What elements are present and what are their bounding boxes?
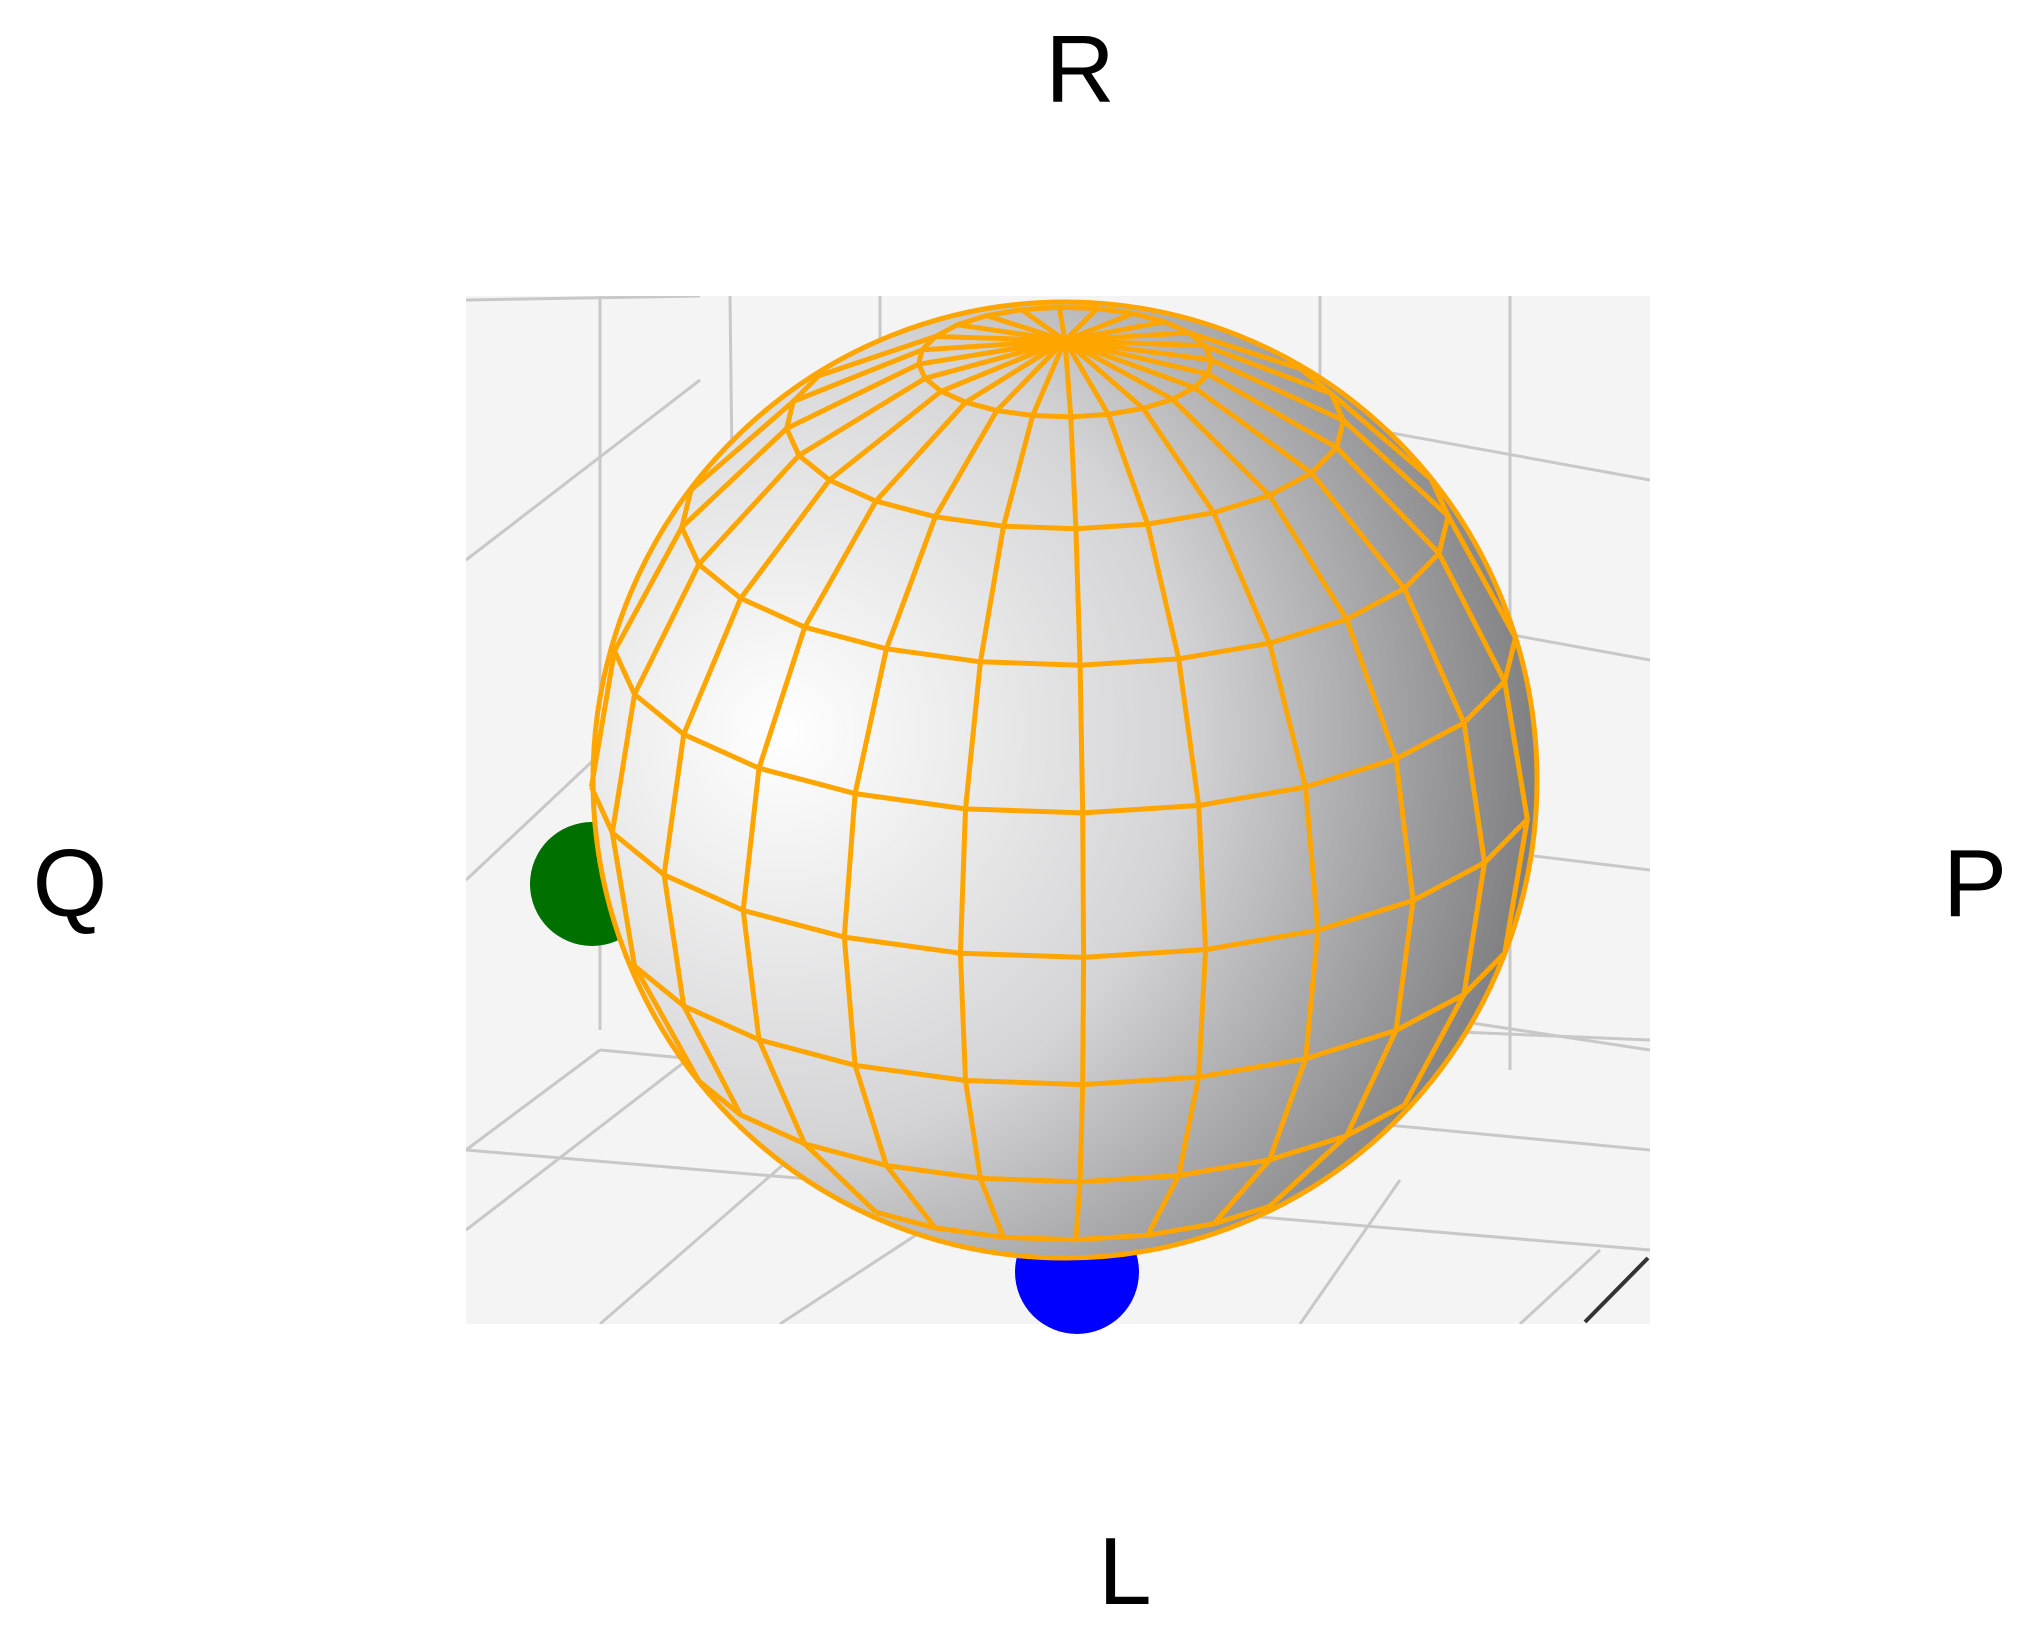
parallel-line [916,304,1214,420]
meridian-line [588,338,1066,788]
label-bottom: L [1098,1518,1152,1625]
meridian-line [1063,306,1100,343]
label-right: P [1942,830,2008,937]
meridian-line [661,338,1066,1117]
meridian-line [1056,306,1068,341]
label-left: Q [32,830,108,937]
axis-tick [1583,1256,1650,1324]
meridian-line [1064,338,1487,1107]
sphere-outline [590,299,1540,1261]
parallel-line [612,637,1518,816]
grid-line [1518,1248,1602,1324]
grid-line [466,1048,701,1232]
meridian-line [1064,319,1165,343]
grid-line [1298,1179,1402,1324]
meridian-line [689,338,1066,492]
parallel-line [589,785,1530,960]
meridian-line [1020,307,1067,343]
grid-line [466,296,701,302]
grid-line [466,378,701,562]
label-top: R [1045,16,1115,123]
meridian-line [1064,338,1433,482]
parallel-line [697,1078,1406,1185]
parallel-line [632,951,1507,1088]
meridian-line [1064,311,1135,343]
sphere-wireframe [588,299,1540,1261]
grid-line [466,1048,601,1152]
parallel-line [875,1204,1271,1243]
parallel-line [679,478,1451,668]
parallel-line [784,366,1346,532]
grid-line [599,1148,801,1324]
meridian-line [609,338,1066,1083]
